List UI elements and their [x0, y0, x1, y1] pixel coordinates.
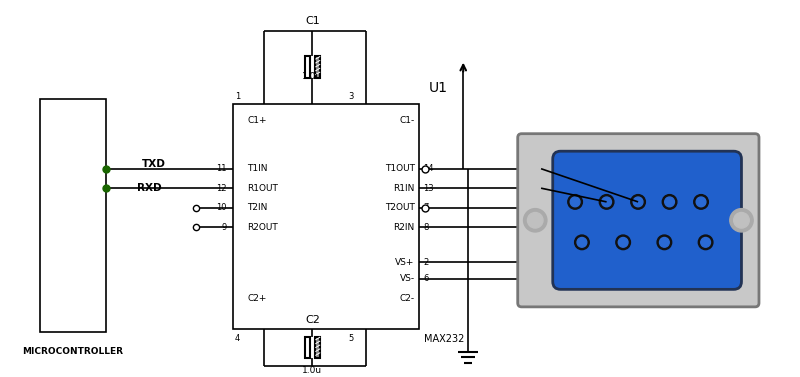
Text: C2+: C2+	[247, 294, 266, 303]
Circle shape	[698, 235, 713, 250]
Circle shape	[634, 197, 643, 207]
Text: T1OUT: T1OUT	[385, 164, 414, 173]
Text: 4: 4	[235, 334, 240, 343]
Text: R2IN: R2IN	[394, 222, 414, 231]
Circle shape	[734, 213, 750, 228]
Text: C1-: C1-	[399, 116, 414, 124]
Circle shape	[696, 197, 706, 207]
Circle shape	[577, 238, 586, 247]
Text: R1IN: R1IN	[394, 184, 414, 193]
Bar	[305, 337, 310, 359]
Text: 10: 10	[216, 203, 227, 212]
Text: C2-: C2-	[399, 294, 414, 303]
Text: RXD: RXD	[138, 183, 162, 193]
Text: 1.0u: 1.0u	[302, 366, 322, 375]
Text: C1+: C1+	[247, 116, 266, 124]
Text: TXD: TXD	[142, 159, 166, 169]
Circle shape	[618, 238, 628, 247]
Bar	[40, 99, 106, 332]
Text: R2OUT: R2OUT	[247, 222, 278, 231]
Text: T1IN: T1IN	[247, 164, 268, 173]
Circle shape	[659, 238, 670, 247]
Bar	[315, 56, 320, 78]
Circle shape	[730, 208, 753, 232]
Circle shape	[616, 235, 630, 250]
Text: 6: 6	[423, 274, 429, 283]
Bar	[305, 56, 310, 78]
Circle shape	[599, 195, 614, 209]
Bar	[315, 337, 320, 359]
Circle shape	[574, 235, 590, 250]
FancyBboxPatch shape	[518, 134, 759, 307]
Circle shape	[665, 197, 674, 207]
Bar	[233, 104, 419, 329]
Text: 14: 14	[423, 164, 434, 173]
Text: 12: 12	[216, 184, 227, 193]
Text: VS+: VS+	[395, 257, 414, 267]
Text: 8: 8	[423, 222, 429, 231]
Text: MAX232: MAX232	[424, 334, 465, 344]
Text: T2IN: T2IN	[247, 203, 268, 212]
Text: MICROCONTROLLER: MICROCONTROLLER	[22, 347, 124, 356]
Circle shape	[662, 195, 677, 209]
Text: C1: C1	[305, 16, 320, 26]
Text: 9: 9	[222, 222, 227, 231]
Text: C2: C2	[305, 315, 320, 325]
Text: 2: 2	[423, 257, 429, 267]
Text: 3: 3	[349, 92, 354, 101]
Circle shape	[570, 197, 580, 207]
Text: VS-: VS-	[399, 274, 414, 283]
Text: 1: 1	[235, 92, 240, 101]
Text: 13: 13	[423, 184, 434, 193]
Text: R1OUT: R1OUT	[247, 184, 278, 193]
Text: U1: U1	[429, 81, 448, 95]
Circle shape	[657, 235, 672, 250]
Text: 11: 11	[216, 164, 227, 173]
Circle shape	[527, 213, 543, 228]
Text: 7: 7	[423, 203, 429, 212]
Text: T2OUT: T2OUT	[385, 203, 414, 212]
Circle shape	[694, 195, 708, 209]
Text: 1.0u: 1.0u	[302, 72, 322, 81]
Text: 5: 5	[349, 334, 354, 343]
FancyBboxPatch shape	[553, 151, 742, 290]
Circle shape	[602, 197, 611, 207]
Circle shape	[701, 238, 710, 247]
Circle shape	[523, 208, 547, 232]
Circle shape	[630, 195, 646, 209]
Circle shape	[568, 195, 582, 209]
